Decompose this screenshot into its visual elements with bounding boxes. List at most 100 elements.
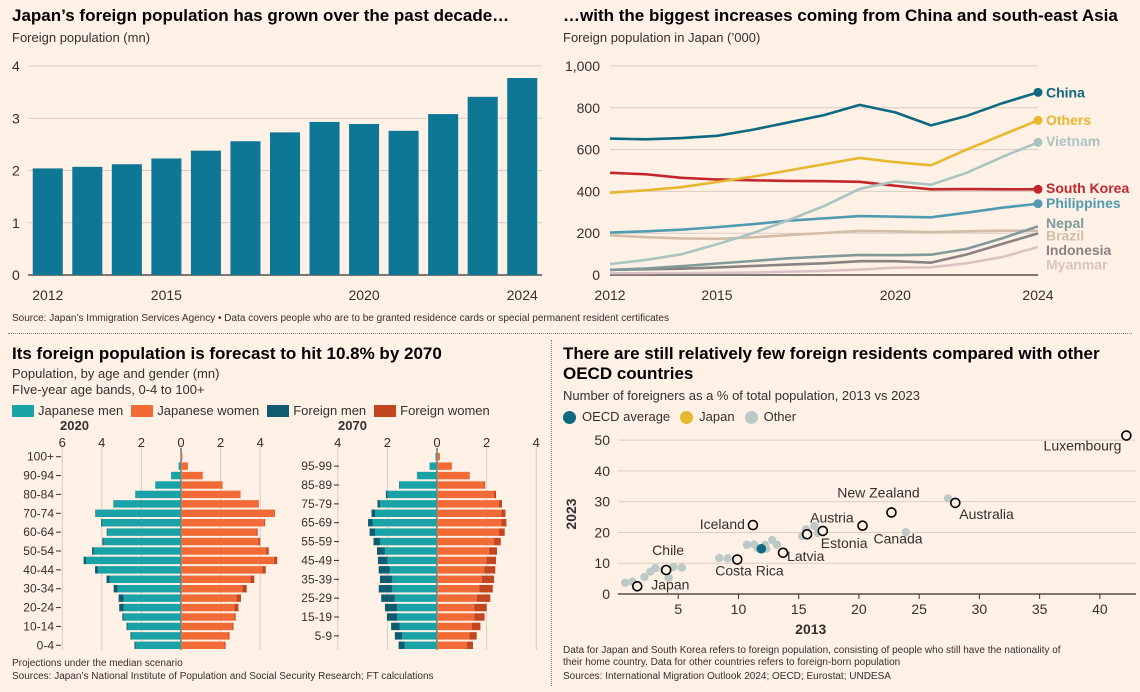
line-chart-ylabel: Foreign population in Japan (’000) bbox=[563, 30, 761, 45]
bar-foreign-men bbox=[95, 509, 96, 517]
x-axis-title: 2013 bbox=[795, 621, 826, 637]
bar-japanese-men bbox=[117, 585, 181, 593]
bar-foreign-women bbox=[258, 537, 261, 546]
bar-japanese-women bbox=[181, 500, 259, 508]
bar-foreign-women bbox=[484, 566, 496, 574]
scatter-point-other bbox=[723, 554, 732, 563]
bar-foreign-men bbox=[385, 490, 388, 499]
bar-japanese-men bbox=[123, 603, 181, 612]
bar-foreign-women bbox=[466, 641, 473, 649]
series-endpoint-vietnam bbox=[1033, 137, 1043, 147]
scatter-point-other bbox=[772, 540, 782, 549]
scatter-point-other bbox=[943, 494, 953, 503]
pyramid-tick-label: 0 bbox=[177, 435, 184, 450]
scatter-note-2: their home country. Data for other count… bbox=[563, 657, 901, 668]
pyramid-source: Sources: Japan’s National Institute of P… bbox=[12, 671, 434, 682]
bar-japanese-women bbox=[181, 490, 241, 499]
scatter-point-other bbox=[651, 563, 660, 573]
scatter-point-japan bbox=[631, 581, 643, 592]
legend-japanese-women: Japanese women bbox=[131, 403, 259, 419]
x-tick-label: 35 bbox=[1032, 601, 1048, 617]
age-label: 15-19 bbox=[301, 610, 332, 624]
bar-japanese-men bbox=[392, 585, 437, 593]
series-line-philippines bbox=[609, 202, 1039, 234]
bar-foreign-men bbox=[379, 575, 393, 583]
x-tick-label: 30 bbox=[972, 601, 988, 617]
age-label: 50-54 bbox=[23, 544, 54, 558]
bar-foreign-men bbox=[378, 566, 390, 574]
pyramid-subtitle-2: FIve-year age bands, 0-4 to 100+ bbox=[12, 382, 205, 397]
x-tick-label: 10 bbox=[731, 601, 747, 617]
bar-japanese-women bbox=[181, 575, 251, 583]
bar-foreign-women bbox=[234, 613, 236, 621]
pyramid-title: Its foreign population is forecast to hi… bbox=[12, 344, 442, 363]
bar-foreign-men bbox=[106, 528, 108, 536]
legend-label-foreign-men: Foreign men bbox=[293, 403, 367, 418]
bar-japanese-women bbox=[437, 500, 499, 508]
bar-foreign-men bbox=[377, 556, 388, 565]
scatter-point-canada bbox=[857, 520, 868, 531]
x-tick-label: 2012 bbox=[32, 287, 63, 303]
y-axis-title: 2023 bbox=[563, 498, 579, 529]
bar-japanese-men bbox=[375, 509, 437, 517]
bar-japanese-women bbox=[181, 622, 233, 631]
bar-japanese-women bbox=[181, 556, 275, 565]
bar-japanese-men bbox=[109, 575, 181, 583]
line-chart: 0 200 400 600 800 1,000 2012 2015 2020 2024 China O… bbox=[565, 58, 1129, 303]
bar-foreign-women bbox=[262, 566, 266, 574]
scatter-source: Sources: International Migration Outlook… bbox=[563, 671, 891, 682]
bar-japanese-men bbox=[103, 537, 181, 546]
bar-foreign-women bbox=[250, 575, 255, 583]
top-source: Source: Japan’s Immigration Services Age… bbox=[12, 313, 669, 324]
bar-foreign-women bbox=[274, 556, 278, 565]
bar-japanese-women bbox=[181, 641, 225, 649]
bar-japanese-men bbox=[404, 641, 437, 649]
bar-foreign-women bbox=[479, 585, 493, 593]
bar-foreign-women bbox=[494, 537, 501, 546]
bar-japanese-women bbox=[437, 490, 495, 499]
legend-dot-japan bbox=[680, 410, 694, 424]
x-tick-label: 2015 bbox=[151, 287, 182, 303]
bar bbox=[467, 96, 498, 275]
pyramid-tick-label: 2 bbox=[483, 435, 490, 450]
bar-foreign-men bbox=[106, 575, 110, 583]
bar-japanese-women bbox=[181, 519, 265, 527]
line-chart-title: …with the biggest increases coming from … bbox=[563, 6, 1118, 25]
series-line-china bbox=[609, 91, 1039, 141]
bar-foreign-men bbox=[118, 594, 124, 602]
legend-other: Other bbox=[744, 409, 796, 425]
bar-japanese-men bbox=[123, 613, 181, 621]
y-tick-label: 0 bbox=[592, 267, 600, 283]
bar-foreign-men bbox=[92, 547, 94, 555]
y-tick-label: 800 bbox=[577, 100, 601, 116]
bar-japanese-men bbox=[97, 566, 181, 574]
bar-japanese-men bbox=[392, 575, 437, 583]
bar-japanese-women bbox=[437, 519, 502, 527]
bar-japanese-women bbox=[437, 585, 480, 593]
bar-foreign-men bbox=[377, 500, 380, 508]
age-label: 95-99 bbox=[301, 459, 332, 473]
bar-foreign-women bbox=[266, 547, 269, 555]
y-tick-label: 20 bbox=[594, 524, 610, 540]
bar-japanese-men bbox=[93, 547, 181, 555]
scatter-panel: There are still relatively few foreign r… bbox=[563, 344, 1133, 425]
bar-japanese-women bbox=[437, 613, 475, 621]
scatter-point-other bbox=[664, 573, 673, 582]
scatter-label-luxembourg: Luxembourg bbox=[1044, 438, 1122, 454]
bar-foreign-men bbox=[113, 585, 118, 593]
scatter-point-other bbox=[901, 527, 911, 537]
pyramid-year-label: 2020 bbox=[60, 420, 89, 433]
x-tick-label: 2015 bbox=[701, 287, 732, 303]
scatter-point-austria bbox=[801, 529, 813, 540]
scatter-point-other bbox=[810, 521, 819, 531]
bar-japanese-women bbox=[437, 481, 485, 489]
bar bbox=[428, 114, 459, 275]
series-label: China bbox=[1046, 84, 1085, 100]
legend-label-oecd: OECD average bbox=[582, 409, 671, 424]
bar-foreign-men bbox=[373, 537, 380, 546]
bar-japanese-women bbox=[437, 622, 472, 631]
scatter-label-japan: Japan bbox=[651, 576, 689, 592]
bar-foreign-women bbox=[224, 641, 226, 649]
scatter-title-1: There are still relatively few foreign r… bbox=[563, 344, 1100, 363]
series-label: Philippines bbox=[1046, 195, 1121, 211]
